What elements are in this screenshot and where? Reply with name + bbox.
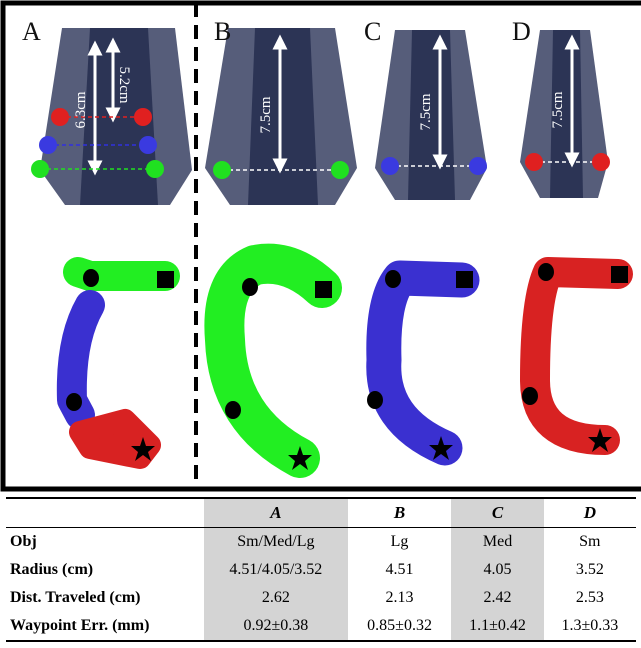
- header-row: A B C D: [6, 498, 636, 528]
- table-cell: Sm/Med/Lg: [204, 528, 348, 557]
- table-cell: 2.42: [451, 584, 543, 612]
- dimension-label: 6.3cm: [73, 91, 89, 128]
- trajectories: [72, 264, 618, 458]
- table-cell: 4.51/4.05/3.52: [204, 556, 348, 584]
- table-cell: 3.52: [544, 556, 636, 584]
- panel-label: B: [214, 17, 231, 46]
- page: {"panels": [ {"label": "A", "dims": ["6.…: [0, 0, 641, 648]
- dimension-label: 7.5cm: [258, 96, 274, 133]
- figure: A B C D 6.3cm 5.2cm 7.5cm 7.5cm 7.5cm: [0, 0, 641, 492]
- table-cell: Sm: [544, 528, 636, 557]
- header-cell: D: [544, 498, 636, 528]
- header-cell: A: [204, 498, 348, 528]
- panel-label: C: [364, 17, 381, 46]
- table-cell: 1.1±0.42: [451, 612, 543, 641]
- table-cell: 4.51: [348, 556, 452, 584]
- panel-label: D: [512, 17, 531, 46]
- table-cell: 2.53: [544, 584, 636, 612]
- dimension-label: 7.5cm: [550, 91, 566, 128]
- table-cell: 2.62: [204, 584, 348, 612]
- table-cell: 0.92±0.38: [204, 612, 348, 641]
- table-cell: Radius (cm): [6, 556, 204, 584]
- header-cell: [6, 498, 204, 528]
- dimension-label: 7.5cm: [418, 93, 434, 130]
- table-cell: 4.05: [451, 556, 543, 584]
- table-cell: Lg: [348, 528, 452, 557]
- table-cell: 0.85±0.32: [348, 612, 452, 641]
- panel-label: A: [22, 17, 41, 46]
- table-cell: Dist. Traveled (cm): [6, 584, 204, 612]
- table-cell: 2.13: [348, 584, 452, 612]
- table-cell: Waypoint Err. (mm): [6, 612, 204, 641]
- table-cell: 1.3±0.33: [544, 612, 636, 641]
- header-cell: B: [348, 498, 452, 528]
- table-cell: Obj: [6, 528, 204, 557]
- header-cell: C: [451, 498, 543, 528]
- table-cell: Med: [451, 528, 543, 557]
- dimension-label: 5.2cm: [116, 66, 132, 103]
